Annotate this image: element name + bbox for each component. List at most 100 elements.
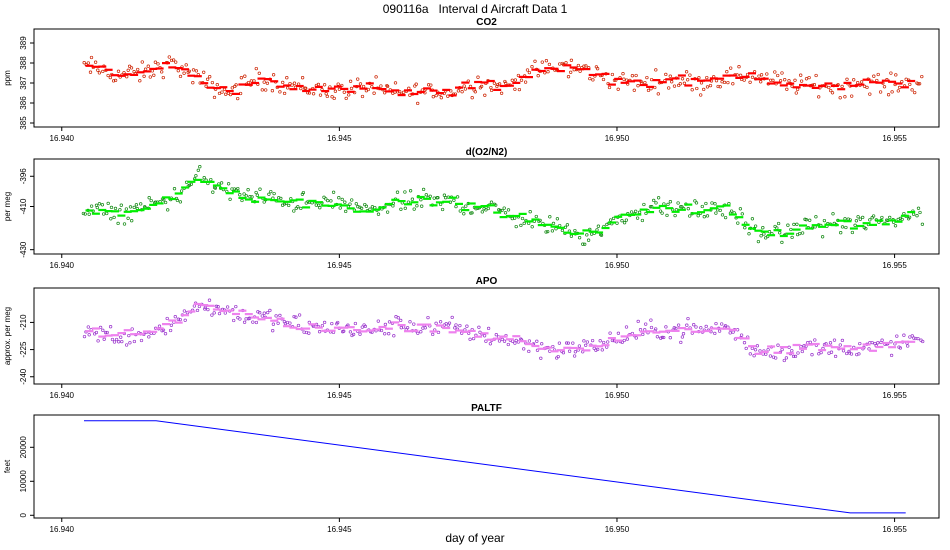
data-point bbox=[888, 215, 892, 220]
data-point bbox=[858, 217, 862, 221]
data-point bbox=[87, 212, 91, 216]
data-point bbox=[726, 80, 730, 85]
data-point bbox=[548, 215, 552, 219]
data-point bbox=[692, 323, 696, 327]
data-point bbox=[740, 212, 744, 216]
data-point bbox=[599, 233, 604, 237]
data-point bbox=[714, 321, 718, 326]
data-point bbox=[363, 324, 367, 329]
data-point bbox=[165, 316, 169, 321]
x-tick-label: 16.940 bbox=[50, 134, 75, 143]
data-point bbox=[738, 73, 743, 77]
data-point bbox=[902, 333, 906, 337]
data-point bbox=[729, 66, 733, 70]
data-point bbox=[807, 75, 811, 80]
data-point bbox=[667, 86, 671, 90]
data-point bbox=[845, 77, 849, 81]
data-point bbox=[596, 224, 601, 228]
data-point bbox=[630, 74, 635, 78]
data-point bbox=[676, 201, 680, 205]
data-point bbox=[285, 76, 289, 80]
data-point bbox=[196, 168, 200, 172]
data-point bbox=[347, 93, 351, 97]
y-axis-label: ppm bbox=[3, 70, 12, 86]
data-point bbox=[765, 72, 769, 76]
data-point bbox=[360, 94, 365, 99]
data-point bbox=[421, 187, 426, 192]
data-point bbox=[117, 340, 121, 344]
y-axis-label: per meg bbox=[3, 192, 12, 221]
series-line bbox=[84, 420, 906, 514]
data-point bbox=[322, 320, 327, 325]
data-point bbox=[194, 174, 198, 178]
data-point bbox=[702, 215, 706, 219]
data-point bbox=[621, 72, 625, 76]
data-point bbox=[95, 205, 99, 210]
data-point bbox=[912, 336, 916, 340]
data-point bbox=[184, 63, 188, 67]
data-point bbox=[139, 338, 144, 343]
data-point bbox=[431, 332, 435, 337]
data-point bbox=[525, 68, 530, 72]
data-point bbox=[324, 197, 328, 201]
data-point bbox=[861, 215, 865, 220]
data-point bbox=[344, 209, 348, 214]
data-point bbox=[921, 339, 925, 344]
data-point bbox=[551, 221, 556, 226]
data-point bbox=[217, 91, 222, 96]
data-point bbox=[546, 229, 550, 234]
data-point bbox=[582, 339, 586, 343]
data-point bbox=[105, 211, 109, 216]
data-point bbox=[358, 332, 362, 336]
data-point bbox=[102, 212, 106, 216]
data-point bbox=[792, 222, 796, 227]
data-point bbox=[640, 218, 645, 223]
data-point bbox=[86, 61, 90, 65]
data-point bbox=[843, 95, 847, 99]
data-point bbox=[353, 321, 358, 326]
data-point bbox=[183, 318, 187, 322]
data-point bbox=[242, 192, 246, 196]
data-point bbox=[443, 196, 448, 200]
data-point bbox=[840, 338, 845, 343]
y-tick-label: 386 bbox=[19, 96, 28, 110]
data-point bbox=[410, 197, 415, 201]
data-point bbox=[88, 70, 93, 74]
data-point bbox=[217, 311, 222, 316]
data-point bbox=[178, 74, 183, 79]
data-point bbox=[269, 189, 273, 194]
data-point bbox=[322, 195, 326, 199]
data-point bbox=[132, 205, 136, 210]
data-point bbox=[489, 200, 494, 204]
data-point bbox=[212, 95, 217, 100]
data-point bbox=[149, 198, 153, 203]
data-point bbox=[839, 231, 843, 235]
data-point bbox=[799, 79, 804, 83]
data-point bbox=[684, 70, 689, 74]
data-point bbox=[814, 215, 818, 219]
data-point bbox=[173, 315, 177, 319]
data-point bbox=[225, 305, 230, 309]
data-point bbox=[817, 95, 821, 99]
data-point bbox=[528, 210, 532, 214]
data-point bbox=[387, 332, 391, 336]
data-point bbox=[611, 216, 616, 221]
data-point bbox=[265, 81, 270, 85]
data-point bbox=[668, 74, 672, 78]
y-tick-label: 20000 bbox=[19, 436, 28, 459]
data-point bbox=[878, 90, 883, 94]
data-point bbox=[267, 192, 271, 196]
data-point bbox=[462, 212, 466, 216]
data-point bbox=[336, 82, 340, 86]
data-point bbox=[172, 187, 177, 191]
data-point bbox=[332, 96, 336, 101]
data-point bbox=[713, 331, 717, 336]
data-point bbox=[680, 335, 685, 339]
data-point bbox=[557, 341, 562, 345]
data-point bbox=[632, 88, 636, 92]
data-point bbox=[373, 205, 377, 210]
data-point bbox=[112, 215, 116, 220]
data-point bbox=[643, 80, 647, 85]
data-point bbox=[208, 75, 212, 79]
y-tick-label: 10000 bbox=[19, 470, 28, 493]
